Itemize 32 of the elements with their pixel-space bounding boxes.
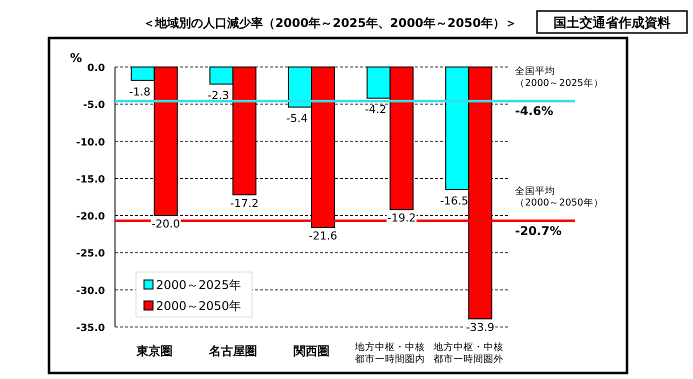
data-label: -16.5	[440, 194, 468, 208]
data-label: -19.2	[387, 212, 416, 225]
data-label: -4.2	[364, 103, 386, 116]
x-tick-label: 地方中枢・中核都市一時間圏内	[354, 341, 426, 365]
x-tick-label: 東京圏	[135, 344, 172, 358]
x-tick-label: 名古屋圏	[208, 344, 257, 358]
annotation: -4.6%	[515, 104, 554, 118]
annotation: -20.7%	[515, 224, 562, 238]
y-tick-label: -15.0	[76, 174, 106, 186]
x-tick-label: 地方中枢・中核都市一時間圏外	[432, 341, 504, 365]
ref-line-label: 全国平均（2000～2025年）	[515, 65, 604, 90]
y-axis-title: %	[70, 51, 82, 65]
legend-label: 2000～2050年	[156, 299, 242, 313]
y-tick-label: -10.0	[76, 137, 106, 148]
y-tick-label: -35.0	[76, 323, 106, 334]
data-label: -20.0	[152, 218, 180, 231]
data-label: -21.6	[308, 229, 338, 242]
text: 国土交通省作成資料	[554, 15, 670, 31]
y-tick-label: 0.0	[87, 63, 106, 74]
legend-label: 2000～2025年	[156, 278, 242, 292]
y-tick-label: -20.0	[76, 212, 106, 223]
data-label: -5.4	[286, 112, 308, 126]
data-label: -1.8	[129, 85, 151, 98]
data-label: -2.3	[208, 89, 230, 102]
chart-title: ＜地域別の人口減少率（2000年～2025年、2000年～2050年）＞	[143, 16, 517, 30]
y-tick-label: -25.0	[76, 248, 106, 260]
data-label: -33.9	[466, 320, 494, 334]
ref-line-label: 全国平均（2000～2050年）	[515, 184, 604, 209]
y-tick-label: -30.0	[76, 286, 106, 297]
x-tick-label: 関西圏	[294, 344, 330, 358]
y-tick-label: -5.0	[83, 100, 106, 112]
data-label: -17.2	[230, 196, 259, 210]
